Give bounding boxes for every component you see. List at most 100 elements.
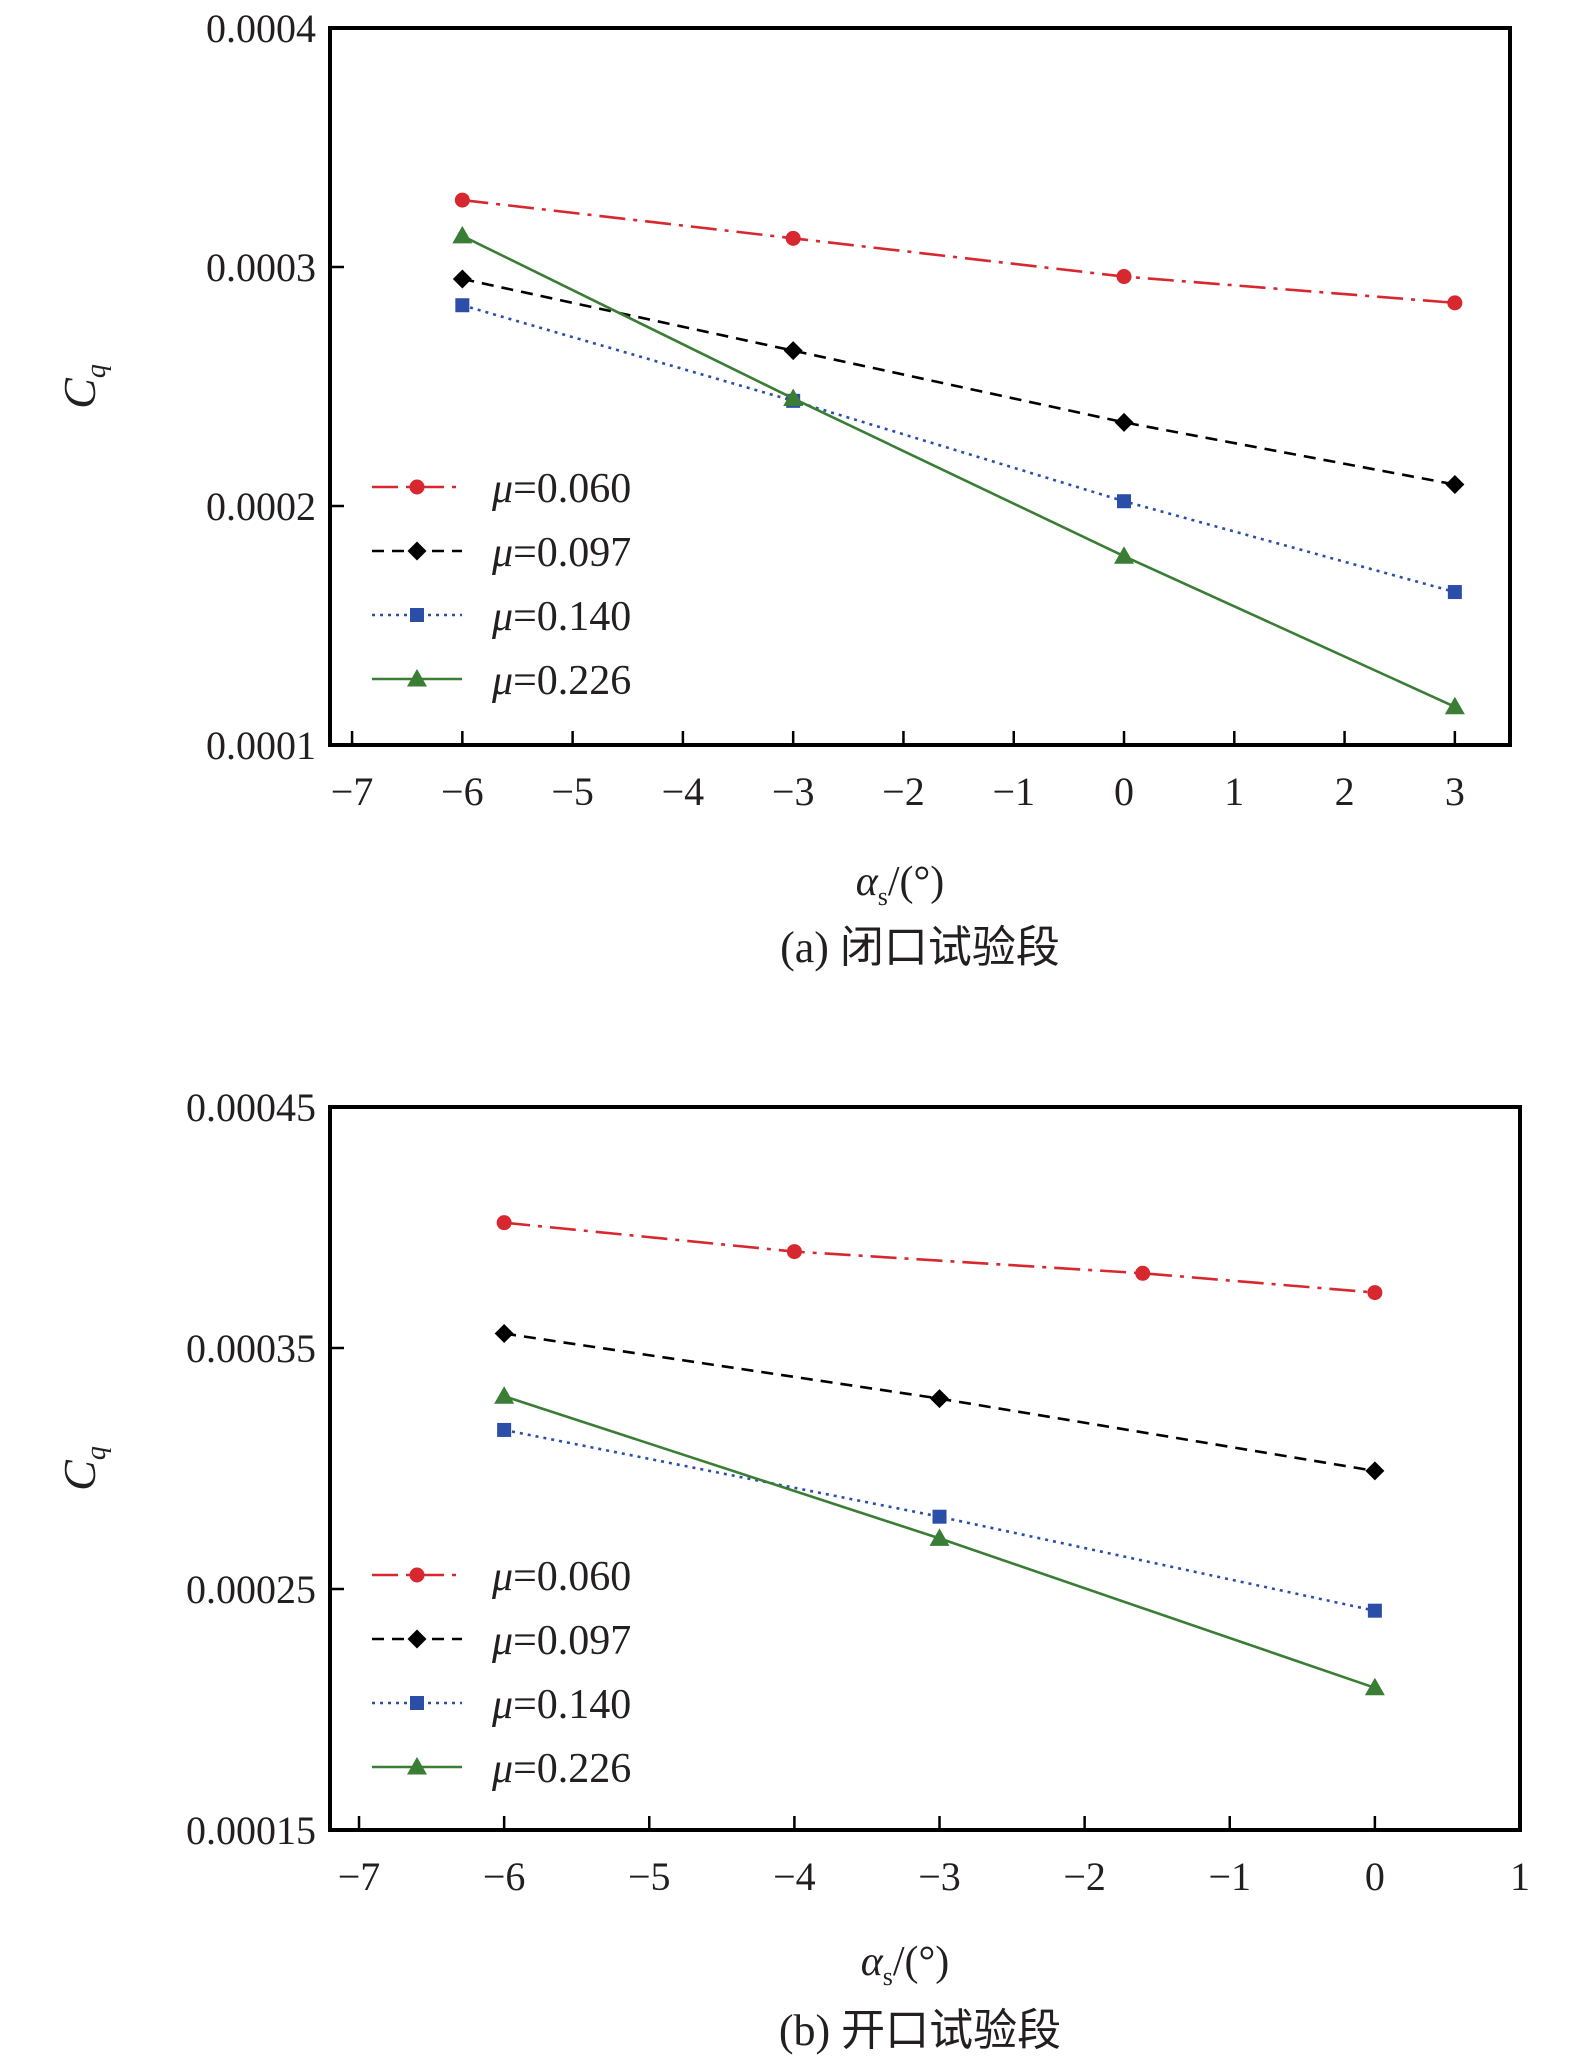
x-axis-label-main: α bbox=[856, 859, 879, 905]
legend-mu-symbol: μ bbox=[491, 1746, 513, 1792]
y-axis-label-main: C bbox=[54, 377, 105, 409]
y-tick-label: 0.00015 bbox=[186, 1808, 316, 1853]
legend-label: μ=0.226 bbox=[491, 1746, 631, 1792]
legend-mu-value: =0.140 bbox=[513, 594, 631, 640]
legend-label: μ=0.097 bbox=[491, 1618, 631, 1664]
y-tick-label: 0.0002 bbox=[206, 484, 316, 529]
data-point bbox=[452, 269, 472, 289]
data-point bbox=[1364, 1677, 1385, 1696]
legend-mu-value: =0.226 bbox=[513, 658, 631, 704]
y-tick-label: 0.00045 bbox=[186, 1085, 316, 1130]
x-tick-label: −1 bbox=[1208, 1854, 1251, 1899]
legend-marker bbox=[407, 1757, 427, 1775]
x-tick-label: 3 bbox=[1445, 769, 1465, 814]
x-tick-label: −7 bbox=[331, 769, 374, 814]
x-axis-label-sub: s bbox=[878, 882, 888, 911]
data-point bbox=[930, 1389, 950, 1409]
y-tick-label: 0.00035 bbox=[186, 1326, 316, 1371]
series-line bbox=[462, 277, 1456, 486]
legend-entry: μ=0.060 bbox=[372, 466, 631, 512]
legend-mu-value: =0.060 bbox=[513, 1554, 631, 1600]
y-axis-label-main: C bbox=[54, 1459, 105, 1491]
legend-entry: μ=0.097 bbox=[372, 1618, 631, 1664]
y-tick-label: 0.0003 bbox=[206, 245, 316, 290]
x-tick-label: −6 bbox=[441, 769, 484, 814]
plot-frame bbox=[328, 1105, 1522, 1832]
legend-entry: μ=0.140 bbox=[372, 1682, 631, 1728]
legend-mu-value: =0.060 bbox=[513, 466, 631, 512]
legend-mu-symbol: μ bbox=[491, 1682, 513, 1728]
legend-marker bbox=[407, 1629, 427, 1649]
legend-marker bbox=[409, 479, 425, 495]
legend-marker bbox=[409, 1567, 425, 1583]
x-axis-label: αs/(°) bbox=[856, 859, 945, 911]
x-tick-label: −2 bbox=[882, 769, 925, 814]
data-point bbox=[494, 1324, 514, 1344]
x-tick-label: −3 bbox=[772, 769, 815, 814]
legend-marker bbox=[410, 608, 424, 622]
data-point bbox=[1117, 494, 1132, 509]
y-tick-label: 0.00025 bbox=[186, 1567, 316, 1612]
x-tick-label: 1 bbox=[1510, 1854, 1530, 1899]
x-axis-label-unit: /(°) bbox=[893, 1939, 949, 1985]
data-point bbox=[1444, 696, 1465, 715]
x-tick-label: 0 bbox=[1365, 1854, 1385, 1899]
x-tick-label: −1 bbox=[992, 769, 1035, 814]
data-point bbox=[783, 341, 803, 361]
legend-marker bbox=[407, 669, 427, 687]
data-point bbox=[1447, 295, 1463, 311]
data-point bbox=[1135, 1265, 1151, 1281]
legend-label: μ=0.060 bbox=[491, 466, 631, 512]
data-point bbox=[497, 1422, 512, 1437]
x-axis-label: αs/(°) bbox=[861, 1939, 950, 1991]
chart-panel-b: −7 −6 −5 −4 −3 −2 −1 0 1 0.00015 0.00025 0.00035 0.0… bbox=[54, 1085, 1530, 2055]
legend-entry: μ=0.226 bbox=[372, 1746, 631, 1792]
legend-mu-value: =0.097 bbox=[513, 530, 631, 576]
y-axis-label-sub: q bbox=[81, 1446, 112, 1460]
x-axis-label-unit: /(°) bbox=[888, 859, 944, 905]
x-axis-label-main: α bbox=[861, 1939, 884, 1985]
data-point bbox=[1365, 1461, 1385, 1481]
data-point bbox=[786, 1244, 802, 1260]
series-diamond bbox=[494, 1324, 1385, 1481]
legend-mu-symbol: μ bbox=[491, 1554, 513, 1600]
y-axis-label: Cq bbox=[54, 364, 112, 409]
data-point bbox=[1367, 1285, 1383, 1301]
series-line bbox=[461, 234, 1456, 708]
data-point bbox=[455, 298, 470, 313]
legend-label: μ=0.060 bbox=[491, 1554, 631, 1600]
legend-mu-symbol: μ bbox=[491, 1618, 513, 1664]
legend-entry: μ=0.140 bbox=[372, 594, 631, 640]
legend-mu-value: =0.097 bbox=[513, 1618, 631, 1664]
legend-mu-symbol: μ bbox=[491, 658, 513, 704]
series-circle bbox=[454, 192, 1463, 311]
legend-entry: μ=0.097 bbox=[372, 530, 631, 576]
series-line bbox=[504, 1221, 1375, 1294]
legend-entry: μ=0.060 bbox=[372, 1554, 631, 1600]
data-point bbox=[1447, 585, 1462, 600]
y-axis-label: Cq bbox=[54, 1446, 112, 1491]
x-tick-label: −5 bbox=[551, 769, 594, 814]
data-point bbox=[452, 225, 473, 244]
data-point bbox=[1445, 474, 1465, 494]
x-tick-label: −4 bbox=[662, 769, 705, 814]
x-tick-label: −4 bbox=[773, 1854, 816, 1899]
legend-mu-symbol: μ bbox=[491, 466, 513, 512]
panel-caption: (a) 闭口试验段 bbox=[780, 923, 1060, 972]
data-point bbox=[932, 1509, 947, 1524]
x-axis-label-sub: s bbox=[883, 1962, 893, 1991]
x-tick-label: −6 bbox=[483, 1854, 526, 1899]
data-point bbox=[1114, 412, 1134, 432]
series-square bbox=[497, 1422, 1382, 1618]
legend-label: μ=0.140 bbox=[491, 594, 631, 640]
data-point bbox=[1116, 269, 1132, 285]
series-triangle bbox=[494, 1386, 1385, 1696]
x-tick-label: −7 bbox=[338, 1854, 381, 1899]
x-tick-label: −5 bbox=[628, 1854, 671, 1899]
data-point bbox=[494, 1386, 515, 1404]
data-point bbox=[1114, 546, 1135, 564]
x-tick-label: 0 bbox=[1114, 769, 1134, 814]
legend-label: μ=0.097 bbox=[491, 530, 631, 576]
x-tick-label: 1 bbox=[1224, 769, 1244, 814]
